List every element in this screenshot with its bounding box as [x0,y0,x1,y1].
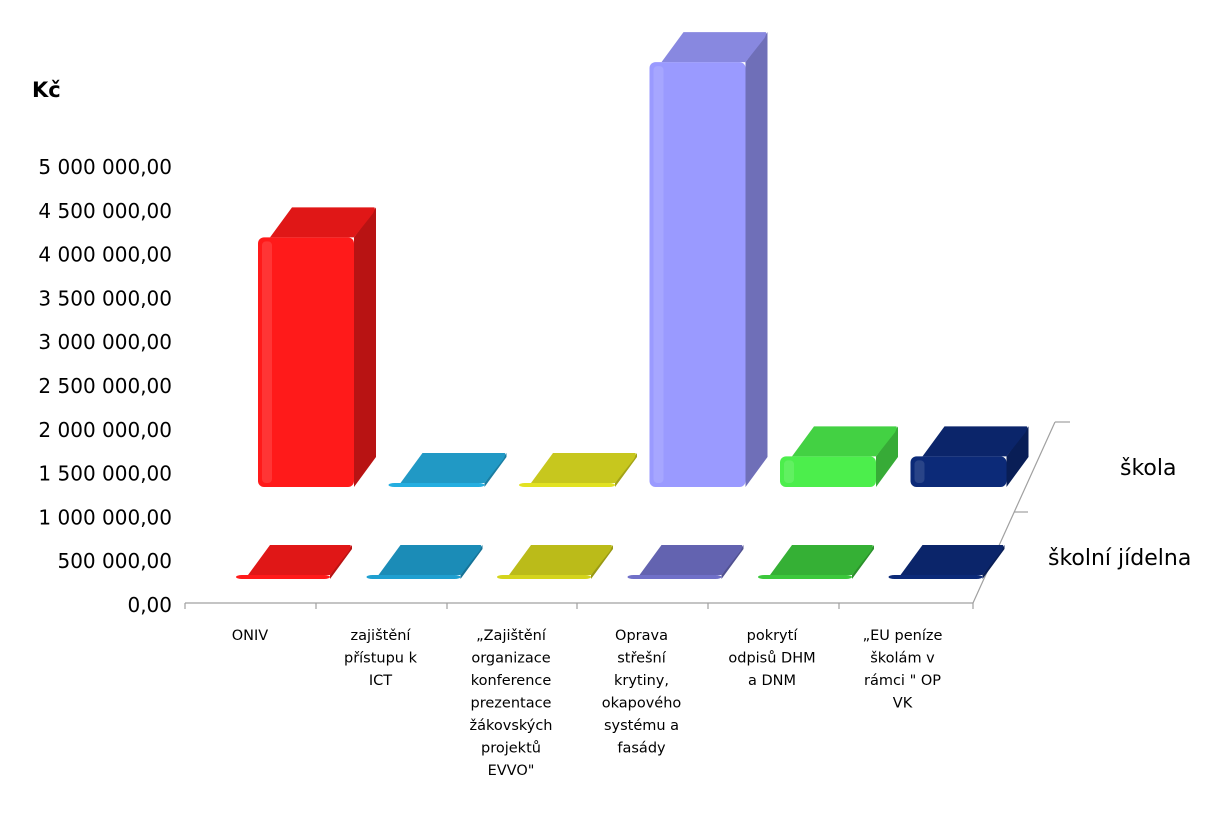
bar-front [366,575,461,579]
bar [497,545,613,579]
bar-front [258,237,354,487]
category-label-line: žákovských [469,718,552,734]
bar [627,545,744,579]
category-label-line: organizace [471,651,550,667]
y-tick-label: 1 500 000,00 [38,462,172,486]
y-tick-label: 500 000,00 [57,549,172,573]
bar [258,207,376,487]
bar-top [792,426,897,457]
bar [758,545,874,579]
category-label: ONIV [232,628,269,644]
bar-side [1006,426,1029,487]
bar-top [639,545,743,575]
series-label: školní jídelna [1048,546,1191,571]
bar-top [531,453,636,483]
category-label-line: ONIV [232,628,269,644]
category-label-line: konference [471,673,552,689]
category-label-line: systému a [604,718,679,734]
category-label-line: školám v [870,651,935,667]
category-label-line: prezentace [471,696,552,712]
bar-front [519,483,615,487]
bar-top [661,32,767,63]
category-label-line: pokrytí [747,628,799,644]
category-label: „Zajištění organizace konference prezentace… [469,628,552,779]
bar-highlight [914,460,925,483]
category-label-line: zajištění [351,628,412,644]
y-tick-label: 4 500 000,00 [38,199,172,223]
category-label: „EU peníze školám v rámci " OP VK [863,628,943,712]
bar-front [388,483,485,487]
category-label-line: krytiny, [614,673,669,689]
bar-highlight [653,66,664,483]
bar-top [378,545,482,575]
bar [649,32,768,487]
bar [910,426,1029,487]
bar [780,426,898,487]
bar-top [248,545,351,575]
category-label-line: VK [893,696,913,712]
category-label: Oprava střešní krytiny, okapového systému a f… [602,628,682,757]
y-tick-label: 5 000 000,00 [38,155,172,179]
y-tick-label: 3 500 000,00 [38,286,172,310]
bar-front [497,575,591,579]
category-label-line: „EU peníze [863,628,943,644]
category-label-line: střešní [617,651,667,667]
y-tick-label: 0,00 [127,593,172,617]
bar-front [888,575,983,579]
category-label-line: EVVO" [488,763,535,779]
category-label-line: přístupu k [344,651,418,667]
category-label-line: fasády [617,741,666,757]
bar-top [509,545,612,575]
y-tick-label: 1 000 000,00 [38,505,172,529]
bar-front [627,575,722,579]
bar [888,545,1005,579]
bar [236,545,352,579]
bar-front [758,575,852,579]
bar-top [270,207,375,238]
bar-side [354,207,376,487]
category-label-line: a DNM [748,673,796,689]
y-tick-label: 2 000 000,00 [38,418,172,442]
y-tick-label: 2 500 000,00 [38,374,172,398]
category-labels: ONIV zajištění přístupu k ICT „Zajištění orga… [232,628,943,779]
bar [519,453,637,487]
y-tick-label: 3 000 000,00 [38,330,172,354]
bar [388,453,507,487]
bar-front [236,575,330,579]
bar-highlight [262,241,272,483]
bar-top [922,426,1028,457]
category-label-line: ICT [369,673,392,689]
bar [366,545,483,579]
y-axis: 0,00 500 000,00 1 000 000,00 1 500 000,00 2 … [38,155,172,617]
category-label-line: okapového [602,696,682,712]
category-label: pokrytí odpisů DHM a DNM [728,628,815,689]
bar-top [900,545,1004,575]
category-label: zajištění přístupu k ICT [344,628,418,689]
bar-side [876,426,898,487]
bar-top [400,453,506,483]
bar-top [770,545,873,575]
category-label-line: Oprava [615,628,668,644]
category-label-line: rámci " OP [864,673,941,689]
bar-highlight [784,460,794,483]
series-label: škola [1120,456,1176,481]
series-labels: školní jídelna škola [1048,456,1191,571]
bar-front [780,456,876,487]
category-label-line: odpisů DHM [728,651,815,667]
unit-label: Kč [32,78,61,102]
bar-front [910,456,1007,487]
bar-side [745,32,768,487]
category-label-line: projektů [481,741,541,757]
y-tick-label: 4 000 000,00 [38,243,172,267]
category-label-line: „Zajištění [476,628,547,644]
bar-front [649,62,746,487]
bars [236,32,1029,579]
